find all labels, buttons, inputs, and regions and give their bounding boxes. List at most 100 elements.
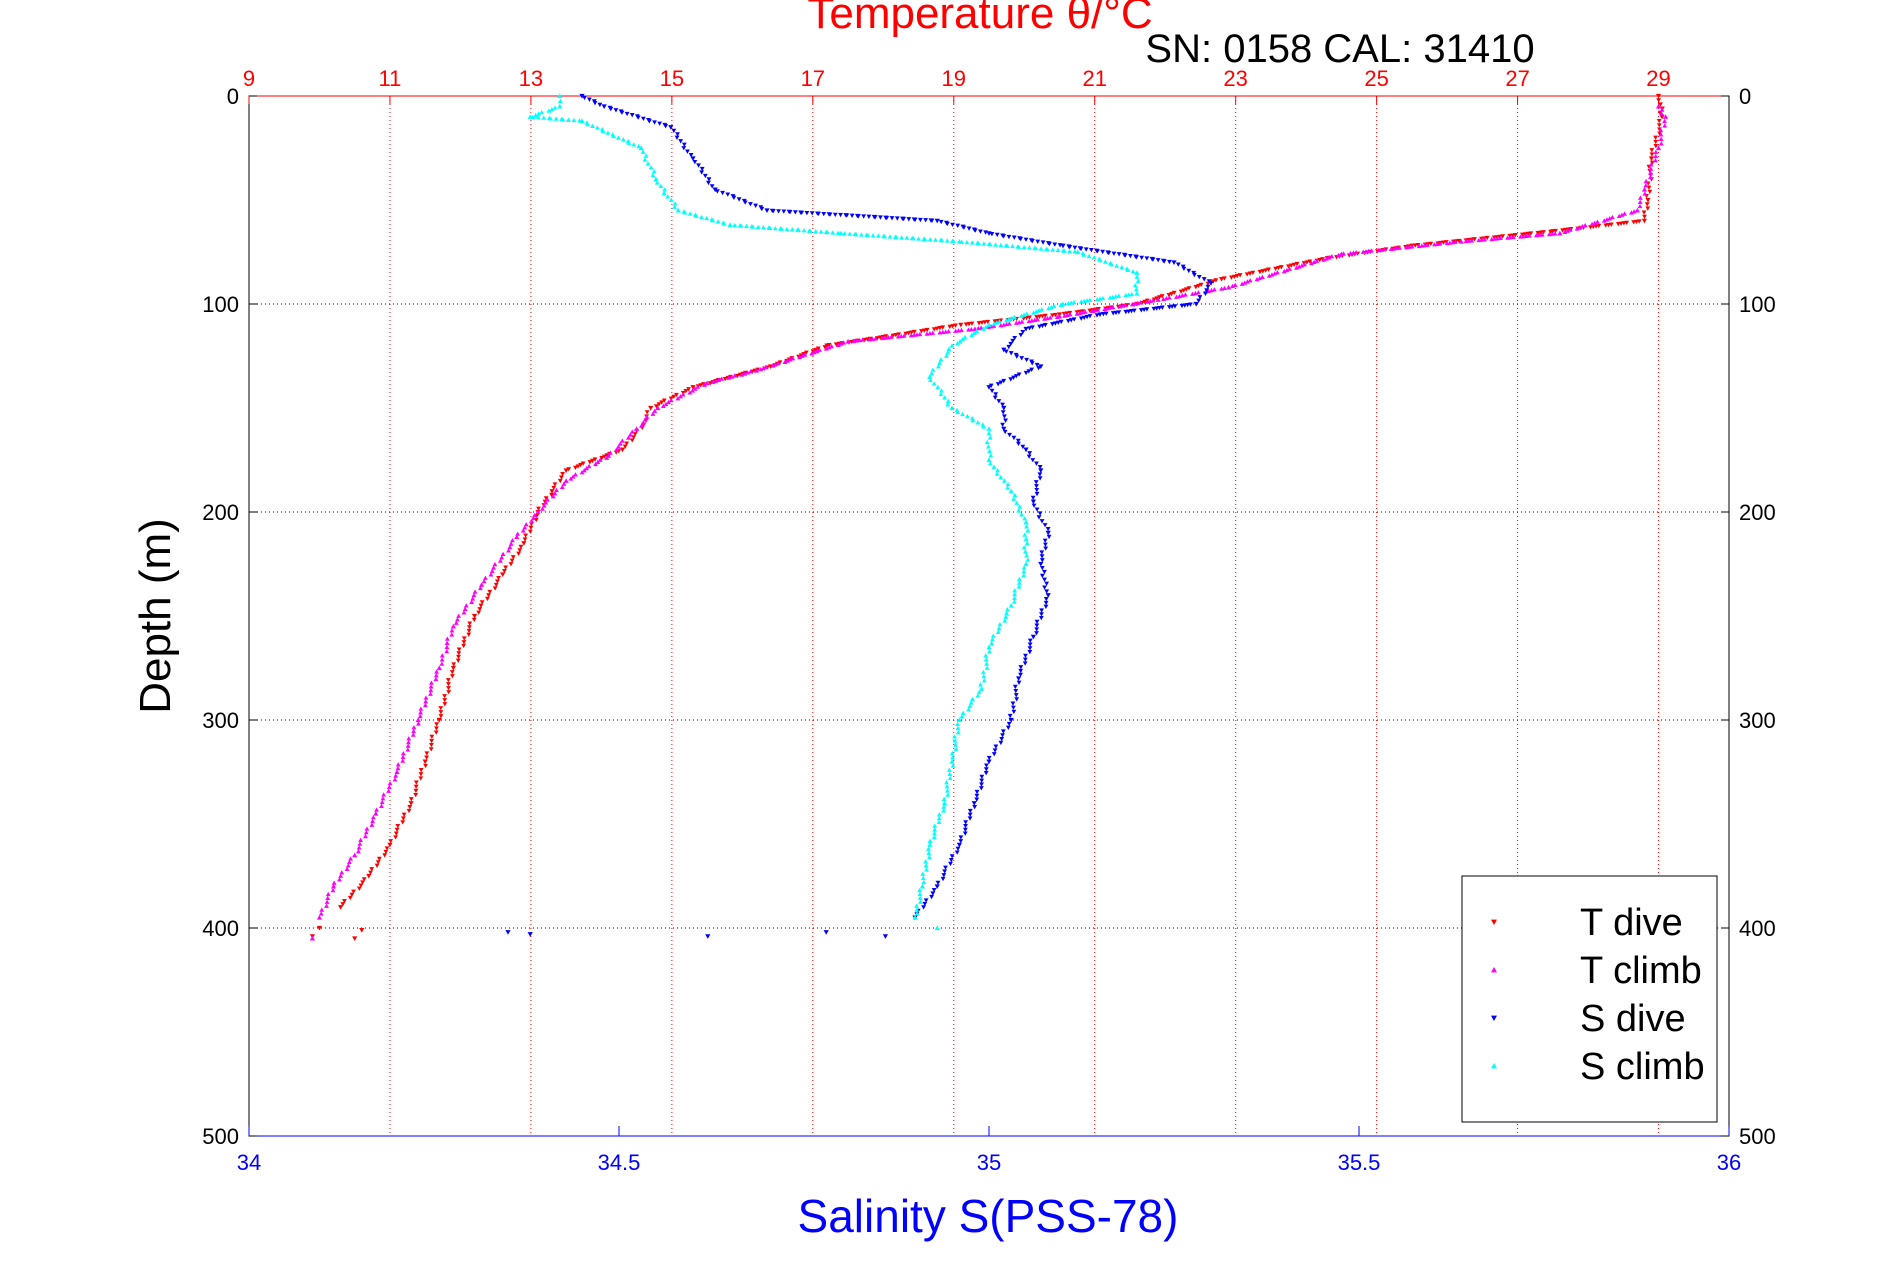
data-point xyxy=(573,472,578,477)
top-tick-label: 19 xyxy=(942,66,966,91)
data-point xyxy=(536,111,542,116)
data-point xyxy=(713,378,719,383)
data-point xyxy=(1656,119,1662,124)
data-point xyxy=(941,873,947,878)
data-point xyxy=(1097,296,1103,301)
data-point xyxy=(995,382,1001,387)
data-point xyxy=(1257,269,1263,275)
data-point xyxy=(400,820,406,825)
data-point xyxy=(660,403,666,408)
data-point xyxy=(927,374,933,379)
data-point xyxy=(1299,263,1305,268)
data-point xyxy=(627,432,633,437)
data-point xyxy=(962,827,968,833)
data-point xyxy=(622,444,628,449)
data-point xyxy=(939,388,944,393)
data-point xyxy=(672,201,678,206)
data-point xyxy=(949,343,955,348)
data-point xyxy=(1378,247,1384,252)
data-point xyxy=(1014,354,1020,359)
data-point xyxy=(1507,233,1513,239)
data-point xyxy=(1142,299,1148,305)
data-point xyxy=(1273,266,1279,272)
data-point xyxy=(875,233,881,238)
data-point xyxy=(1012,314,1017,320)
data-point xyxy=(942,869,948,874)
data-point xyxy=(1013,688,1019,694)
data-point xyxy=(1018,668,1024,674)
data-point xyxy=(953,746,959,752)
data-point xyxy=(438,710,444,715)
data-point xyxy=(570,474,576,479)
data-point xyxy=(955,409,960,415)
data-point xyxy=(545,497,550,502)
data-point xyxy=(952,738,958,743)
data-point xyxy=(1619,212,1625,217)
data-point xyxy=(914,907,920,912)
data-point xyxy=(1107,305,1113,310)
data-point xyxy=(1039,612,1044,617)
data-point xyxy=(750,224,756,229)
data-point xyxy=(1034,461,1039,466)
data-point xyxy=(955,223,961,228)
data-point xyxy=(967,808,973,814)
data-point xyxy=(1631,220,1637,225)
data-point xyxy=(508,541,514,546)
data-point xyxy=(453,620,459,625)
data-point xyxy=(959,239,965,244)
data-point xyxy=(941,804,947,809)
data-point xyxy=(552,105,558,110)
data-point xyxy=(535,509,541,515)
data-point xyxy=(960,336,965,342)
data-point xyxy=(413,784,419,789)
legend-label: T climb xyxy=(1580,950,1702,992)
data-point xyxy=(1106,250,1112,256)
chart-title: Temperature θ/°C xyxy=(807,0,1152,38)
data-point xyxy=(369,822,375,827)
data-point xyxy=(571,117,577,123)
data-point xyxy=(707,381,713,386)
data-point xyxy=(444,648,450,654)
data-point xyxy=(731,195,737,200)
data-point xyxy=(654,180,660,185)
data-point xyxy=(1567,227,1573,232)
data-point xyxy=(984,763,989,768)
data-point xyxy=(1434,241,1440,247)
data-point xyxy=(1201,277,1207,282)
data-point xyxy=(593,461,598,467)
data-point xyxy=(1508,235,1513,240)
data-point xyxy=(394,827,400,833)
data-point xyxy=(493,582,499,588)
data-point xyxy=(352,936,358,941)
data-point xyxy=(998,380,1004,385)
data-point xyxy=(418,768,424,773)
data-point xyxy=(587,460,593,465)
data-point xyxy=(1127,253,1133,259)
data-point xyxy=(1030,458,1036,463)
data-point xyxy=(495,579,500,584)
data-point xyxy=(1003,349,1009,354)
data-point xyxy=(579,93,585,99)
data-point xyxy=(1222,285,1227,291)
data-point xyxy=(1409,244,1415,249)
data-point xyxy=(359,928,365,933)
data-point xyxy=(446,686,451,691)
data-point xyxy=(981,673,987,679)
data-point xyxy=(1034,623,1040,628)
data-point xyxy=(830,230,836,235)
data-point xyxy=(1182,292,1188,297)
data-point xyxy=(808,228,813,234)
data-point xyxy=(1023,536,1029,541)
data-point xyxy=(702,382,707,387)
data-point xyxy=(946,328,951,334)
data-point xyxy=(358,837,364,842)
data-point xyxy=(620,137,626,142)
data-point xyxy=(1397,245,1402,250)
data-point xyxy=(388,839,394,844)
data-point xyxy=(1065,318,1071,324)
data-point xyxy=(1447,240,1453,245)
data-point xyxy=(1083,247,1089,252)
data-point xyxy=(518,544,524,550)
data-point xyxy=(517,548,523,553)
data-point xyxy=(710,379,716,384)
